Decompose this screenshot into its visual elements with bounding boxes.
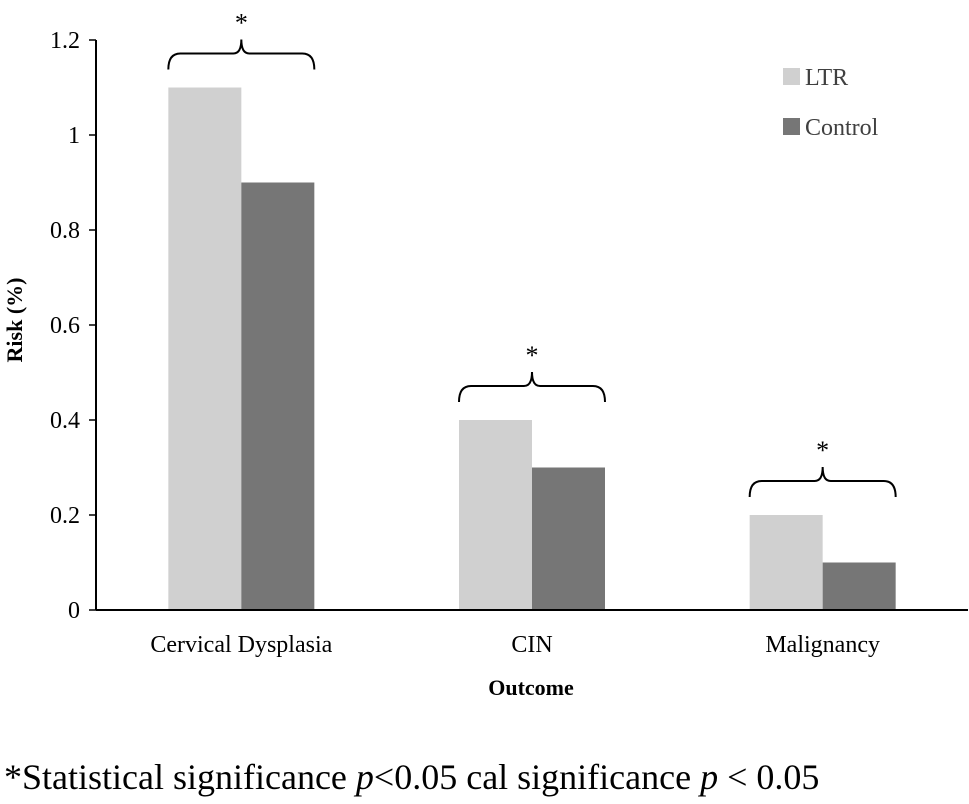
footnote-text: *Statistical significance	[4, 757, 356, 797]
footnote-p-symbol: p	[355, 757, 374, 797]
legend: LTR Control	[783, 65, 879, 141]
bar-ltr-2	[749, 515, 823, 610]
bar-ltr-0	[168, 87, 242, 610]
significance-footnote: *Statistical significance p<0.05 cal sig…	[4, 756, 819, 798]
bar-control-0	[241, 182, 315, 610]
bar-chart: 0 0.2 0.4 0.6 0.8 1 1.2 * * * Cervical Dysplasia…	[2, 9, 968, 700]
significance-bracket	[458, 371, 606, 403]
significance-bracket	[167, 39, 316, 70]
footnote-p-symbol: p	[700, 757, 719, 797]
y-axis-title: Risk (%)	[2, 278, 27, 363]
y-tick-label: 0	[68, 598, 80, 624]
y-axis-ticks: 0 0.2 0.4 0.6 0.8 1 1.2	[50, 28, 96, 624]
legend-swatch-ltr	[783, 68, 800, 85]
y-tick-label: 0.6	[50, 313, 80, 339]
y-tick-label: 0.2	[50, 503, 80, 529]
significance-asterisk: *	[235, 9, 248, 38]
x-axis-title: Outcome	[488, 675, 574, 700]
significance-asterisk: *	[816, 436, 829, 465]
x-axis-tick-labels: Cervical Dysplasia CIN Malignancy	[150, 632, 880, 658]
y-tick-label: 0.8	[50, 218, 80, 244]
bar-ltr-1	[459, 420, 532, 610]
bar-control-2	[822, 562, 896, 610]
significance-brackets: * * *	[167, 9, 897, 498]
legend-label-ltr: LTR	[805, 65, 848, 91]
legend-swatch-control	[783, 118, 800, 135]
x-tick-label: Cervical Dysplasia	[150, 632, 332, 658]
y-tick-label: 1.2	[50, 28, 80, 54]
bar-control-1	[532, 467, 605, 610]
x-tick-label: Malignancy	[765, 632, 880, 658]
y-tick-label: 1	[68, 123, 80, 149]
significance-bracket	[748, 466, 897, 498]
significance-asterisk: *	[526, 341, 539, 370]
footnote-text: < 0.05	[718, 757, 820, 797]
legend-label-control: Control	[805, 115, 879, 141]
x-tick-label: CIN	[511, 632, 552, 658]
footnote-text: <0.05 cal significance	[373, 757, 701, 797]
y-tick-label: 0.4	[50, 408, 80, 434]
bars	[168, 87, 896, 610]
